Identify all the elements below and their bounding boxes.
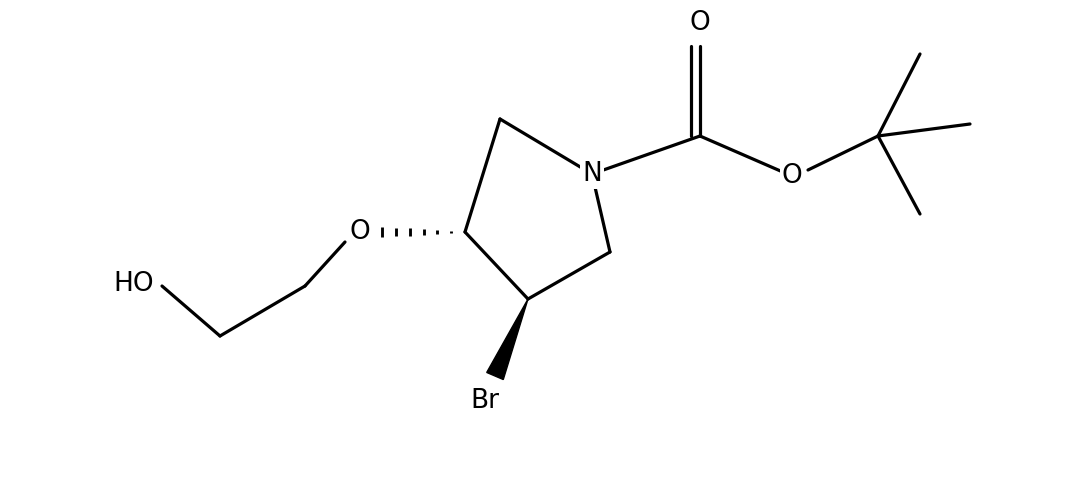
Text: Br: Br <box>471 388 499 414</box>
Text: O: O <box>690 10 711 36</box>
Text: N: N <box>582 161 602 187</box>
Text: O: O <box>782 163 802 189</box>
Text: O: O <box>350 219 371 245</box>
Text: HO: HO <box>113 271 154 297</box>
Polygon shape <box>487 299 528 380</box>
